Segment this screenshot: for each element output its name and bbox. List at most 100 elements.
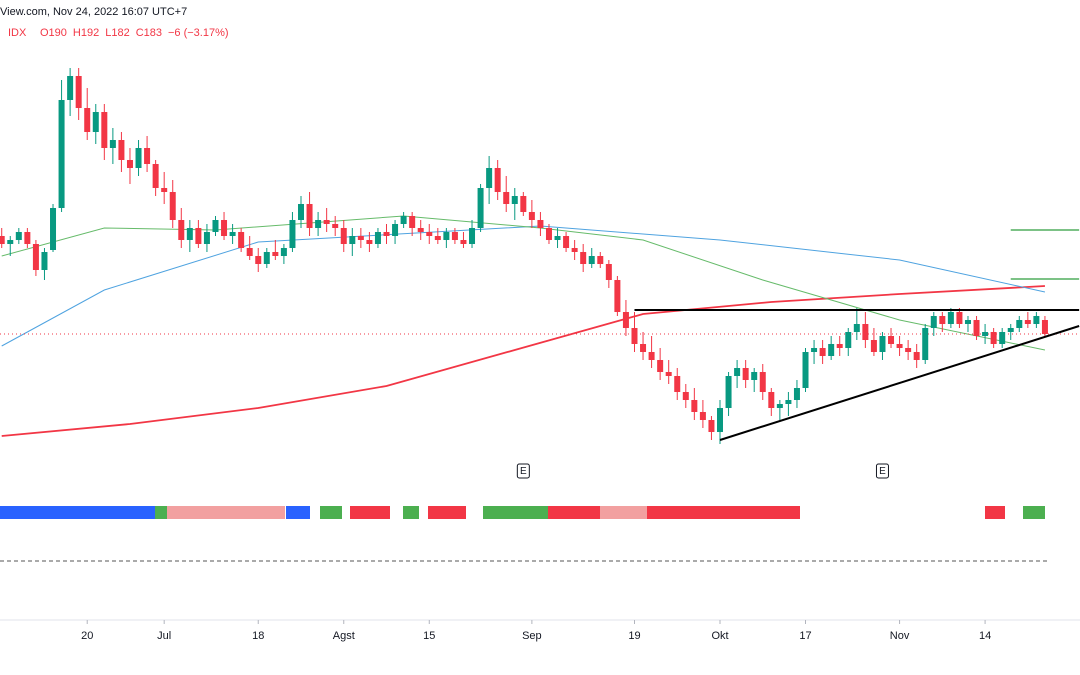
- candle-body: [15, 232, 22, 240]
- candle-body: [870, 340, 877, 352]
- candle-body: [434, 236, 441, 240]
- candle-body: [554, 236, 561, 240]
- strip-segment: [167, 506, 285, 519]
- candle-body: [913, 352, 920, 360]
- candle-body: [819, 348, 826, 356]
- candle-body: [665, 372, 672, 376]
- x-tick-label: Agst: [333, 630, 355, 642]
- candle-body: [888, 336, 895, 344]
- candle-body: [383, 232, 390, 236]
- candle-body: [699, 412, 706, 420]
- strip-segment: [350, 506, 390, 519]
- candle-body: [272, 252, 279, 256]
- candle-body: [315, 220, 322, 228]
- moving-average: [1, 215, 1046, 351]
- candle-body: [862, 324, 869, 340]
- candle-body: [614, 280, 621, 312]
- candle-body: [417, 228, 424, 232]
- candle-body: [195, 228, 202, 244]
- x-tick-label: 20: [81, 630, 93, 642]
- candle-body: [41, 252, 48, 270]
- strip-segment: [548, 506, 600, 519]
- strip-segment: [403, 506, 419, 519]
- candle-body: [297, 204, 304, 220]
- candle-body: [811, 348, 818, 352]
- candle-body: [1033, 316, 1040, 324]
- candle-body: [622, 312, 629, 328]
- candle-body: [708, 420, 715, 432]
- candle-body: [426, 232, 433, 236]
- candle-body: [520, 196, 527, 212]
- candle-body: [50, 208, 57, 250]
- candle-body: [7, 240, 14, 244]
- candle-body: [58, 100, 65, 208]
- candle-body: [640, 344, 647, 352]
- candle-body: [580, 252, 587, 264]
- header-quote: O190: [40, 27, 67, 39]
- candle-body: [836, 344, 843, 348]
- candle-body: [597, 256, 604, 264]
- strip-segment: [286, 506, 310, 519]
- candle-body: [879, 336, 886, 352]
- candle-body: [24, 232, 31, 244]
- candle-body: [853, 324, 860, 332]
- candle-body: [118, 140, 125, 160]
- strip-segment: [985, 506, 1005, 519]
- x-tick-label: Sep: [522, 630, 542, 642]
- candle-body: [922, 328, 929, 360]
- candle-body: [545, 228, 552, 240]
- candle-body: [374, 232, 381, 244]
- candle-body: [409, 216, 416, 228]
- candle-body: [263, 252, 270, 264]
- candle-body: [340, 228, 347, 244]
- x-tick-label: 17: [799, 630, 811, 642]
- strip-segment: [483, 506, 548, 519]
- event-label: E: [520, 466, 527, 477]
- candle-body: [67, 76, 74, 100]
- candle-body: [366, 240, 373, 244]
- candle-body: [990, 332, 997, 344]
- candle-body: [323, 220, 330, 224]
- candle-body: [674, 376, 681, 392]
- candle-body: [469, 228, 476, 244]
- candle-body: [477, 188, 484, 228]
- candle-body: [511, 196, 518, 204]
- candle-body: [357, 236, 364, 240]
- candle-body: [255, 256, 262, 264]
- candle-body: [571, 248, 578, 252]
- x-tick-label: 18: [252, 630, 264, 642]
- candle-body: [588, 256, 595, 264]
- header-source: View.com, Nov 24, 2022 16:07 UTC+7: [0, 6, 187, 18]
- candle-body: [144, 148, 151, 164]
- x-tick-label: 15: [423, 630, 435, 642]
- candle-body: [776, 404, 783, 408]
- candle-body: [152, 164, 159, 188]
- candle-body: [982, 332, 989, 336]
- candle-body: [759, 372, 766, 392]
- indicator-strip: [0, 506, 1045, 519]
- candle-body: [631, 328, 638, 344]
- candle-body: [0, 236, 5, 244]
- moving-average: [1, 225, 1046, 347]
- candle-body: [964, 320, 971, 324]
- candle-body: [32, 244, 39, 270]
- event-marker: [875, 463, 889, 479]
- header-quote: −6 (−3.17%): [168, 27, 229, 39]
- candle-body: [734, 368, 741, 376]
- candle-body: [494, 168, 501, 192]
- candle-body: [289, 220, 296, 248]
- candle-body: [785, 400, 792, 404]
- candle-body: [605, 264, 612, 280]
- strip-segment: [0, 506, 155, 519]
- candle-body: [725, 376, 732, 408]
- candle-body: [1016, 320, 1023, 328]
- candle-body: [1041, 320, 1048, 334]
- strip-segment: [647, 506, 800, 519]
- candle-body: [717, 408, 723, 432]
- x-tick-label: 14: [979, 630, 991, 642]
- header-quote: C183: [136, 27, 162, 39]
- header-quote: L182: [105, 27, 129, 39]
- candle-body: [802, 352, 809, 388]
- candle-body: [75, 76, 82, 108]
